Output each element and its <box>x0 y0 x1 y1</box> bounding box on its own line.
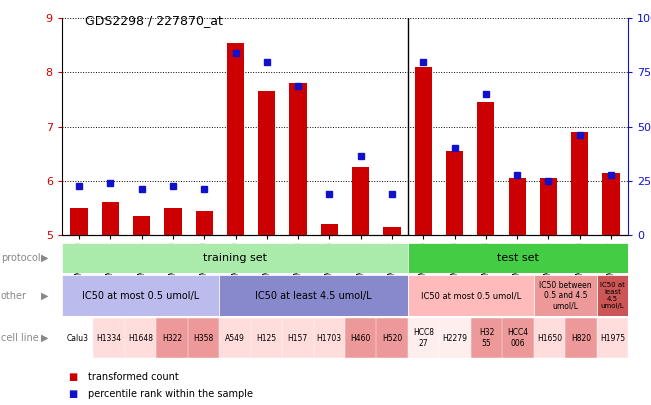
Text: H358: H358 <box>193 334 214 343</box>
Text: H520: H520 <box>382 334 402 343</box>
Text: HCC4
006: HCC4 006 <box>508 328 529 348</box>
Bar <box>352 167 369 235</box>
Bar <box>602 173 620 235</box>
Text: H157: H157 <box>288 334 308 343</box>
Text: H2279: H2279 <box>443 334 467 343</box>
Bar <box>102 202 119 235</box>
Text: IC50 at
least
4.5
umol/L: IC50 at least 4.5 umol/L <box>600 282 625 309</box>
Text: ▶: ▶ <box>41 253 49 263</box>
Bar <box>571 132 589 235</box>
Text: IC50 at most 0.5 umol/L: IC50 at most 0.5 umol/L <box>82 291 199 301</box>
Text: IC50 at least 4.5 umol/L: IC50 at least 4.5 umol/L <box>255 291 372 301</box>
Text: H1975: H1975 <box>600 334 625 343</box>
Text: percentile rank within the sample: percentile rank within the sample <box>88 389 253 399</box>
Bar <box>415 67 432 235</box>
Bar <box>540 178 557 235</box>
Text: ▶: ▶ <box>41 333 49 343</box>
Text: H1334: H1334 <box>96 334 122 343</box>
Text: test set: test set <box>497 253 539 263</box>
Text: H125: H125 <box>256 334 277 343</box>
Text: H1648: H1648 <box>128 334 153 343</box>
Bar <box>477 102 495 235</box>
Text: ■: ■ <box>68 389 77 399</box>
Text: IC50 at most 0.5 umol/L: IC50 at most 0.5 umol/L <box>421 291 521 300</box>
Bar <box>508 178 526 235</box>
Text: A549: A549 <box>225 334 245 343</box>
Text: ▶: ▶ <box>41 291 49 301</box>
Bar <box>383 227 400 235</box>
Bar <box>258 92 275 235</box>
Text: training set: training set <box>203 253 267 263</box>
Text: Calu3: Calu3 <box>66 334 89 343</box>
Bar <box>133 216 150 235</box>
Bar <box>70 208 88 235</box>
Text: ■: ■ <box>68 372 77 382</box>
Text: H32
55: H32 55 <box>479 328 494 348</box>
Text: GDS2298 / 227870_at: GDS2298 / 227870_at <box>85 14 223 27</box>
Text: other: other <box>1 291 27 301</box>
Text: H1650: H1650 <box>537 334 562 343</box>
Text: protocol: protocol <box>1 253 40 263</box>
Text: IC50 between
0.5 and 4.5
umol/L: IC50 between 0.5 and 4.5 umol/L <box>539 281 592 311</box>
Text: H460: H460 <box>351 334 371 343</box>
Bar <box>446 151 463 235</box>
Bar <box>321 224 338 235</box>
Text: H820: H820 <box>571 334 591 343</box>
Text: H1703: H1703 <box>317 334 342 343</box>
Bar <box>164 208 182 235</box>
Text: cell line: cell line <box>1 333 38 343</box>
Bar <box>290 83 307 235</box>
Text: transformed count: transformed count <box>88 372 178 382</box>
Bar <box>195 211 213 235</box>
Text: H322: H322 <box>162 334 182 343</box>
Text: HCC8
27: HCC8 27 <box>413 328 434 348</box>
Bar <box>227 43 244 235</box>
